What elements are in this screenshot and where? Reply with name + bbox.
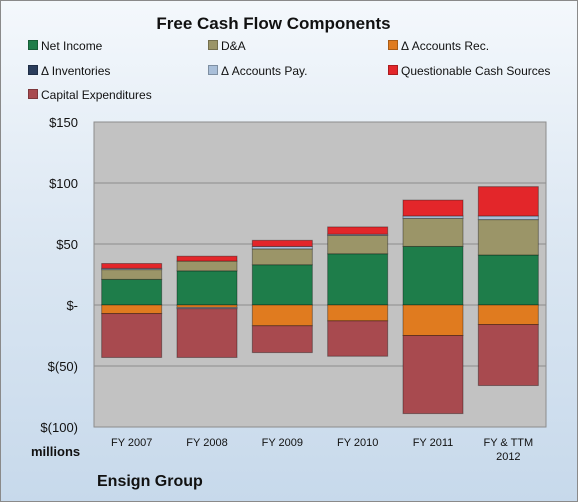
bar-segment: [477, 324, 539, 387]
legend-label: Questionable Cash Sources: [401, 64, 551, 78]
bar-segment: [402, 304, 464, 336]
legend-label: Capital Expenditures: [41, 88, 152, 102]
legend-label: Δ Accounts Pay.: [221, 64, 308, 78]
bar-segment: [327, 253, 389, 306]
legend-swatch: [28, 40, 38, 50]
chart-title: Free Cash Flow Components: [156, 14, 391, 33]
bar-segment: [176, 260, 238, 272]
bar-segment: [402, 217, 464, 247]
bar-segment: [251, 304, 313, 327]
bar-segment: [477, 215, 539, 221]
bar-segment: [327, 234, 389, 255]
bar-segment: [477, 304, 539, 326]
bar-segment: [101, 278, 163, 306]
company-name: Ensign Group: [97, 473, 203, 490]
bar-segment: [477, 186, 539, 217]
legend-item-inventories: Δ Inventories: [28, 64, 110, 78]
legend-swatch: [28, 89, 38, 99]
y-tick-label: $50: [56, 237, 78, 252]
legend-swatch: [208, 40, 218, 50]
bar-segment: [327, 226, 389, 235]
x-tick-label: FY 2007: [111, 437, 152, 449]
legend-item-da: D&A: [208, 39, 246, 53]
bar-segment: [251, 325, 313, 354]
legend-item-accounts-pay: Δ Accounts Pay.: [208, 64, 308, 78]
legend-label: Δ Accounts Rec.: [401, 39, 490, 53]
legend-item-capex: Capital Expenditures: [28, 88, 152, 102]
bar-segment: [327, 304, 389, 322]
x-tick-label: FY 2009: [262, 437, 303, 449]
bar-segment: [101, 263, 163, 269]
y-tick-label: $(50): [48, 359, 78, 374]
bar-segment: [251, 239, 313, 247]
y-tick-label: $(100): [40, 420, 78, 435]
legend-label: Net Income: [41, 39, 103, 53]
y-tick-label: $-: [66, 298, 78, 313]
bar-segment: [402, 335, 464, 415]
units-label: millions: [31, 444, 81, 459]
legend-swatch: [208, 65, 218, 75]
legend-swatch: [388, 40, 398, 50]
bar-segment: [176, 255, 238, 262]
bar-segment: [176, 270, 238, 306]
bar-segment: [251, 248, 313, 266]
legend-item-accounts-rec: Δ Accounts Rec.: [388, 39, 489, 53]
y-tick-label: $150: [49, 115, 78, 130]
x-tick-label: FY 2010: [337, 437, 378, 449]
legend-label: D&A: [221, 39, 246, 53]
legend-swatch: [28, 65, 38, 75]
bar-segment: [477, 219, 539, 256]
bar-segment: [402, 245, 464, 306]
plot-area: [93, 121, 547, 428]
x-tick-label: 2012: [496, 451, 520, 463]
legend-item-questionable-cash: Questionable Cash Sources: [388, 64, 550, 78]
bar-segment: [101, 313, 163, 358]
legend-item-net-income: Net Income: [28, 39, 102, 53]
legend-label: Δ Inventories: [41, 64, 111, 78]
bar-segment: [251, 264, 313, 306]
bar-segment: [327, 320, 389, 357]
bar-segment: [477, 254, 539, 306]
bar-segment: [101, 269, 163, 280]
bar-segment: [176, 308, 238, 358]
legend-swatch: [388, 65, 398, 75]
bar-segment: [101, 304, 163, 315]
x-tick-label: FY 2008: [186, 437, 227, 449]
x-tick-label: FY 2011: [413, 437, 454, 449]
y-tick-label: $100: [49, 176, 78, 191]
bar-segment: [402, 199, 464, 217]
x-tick-label: FY & TTM: [483, 437, 533, 449]
